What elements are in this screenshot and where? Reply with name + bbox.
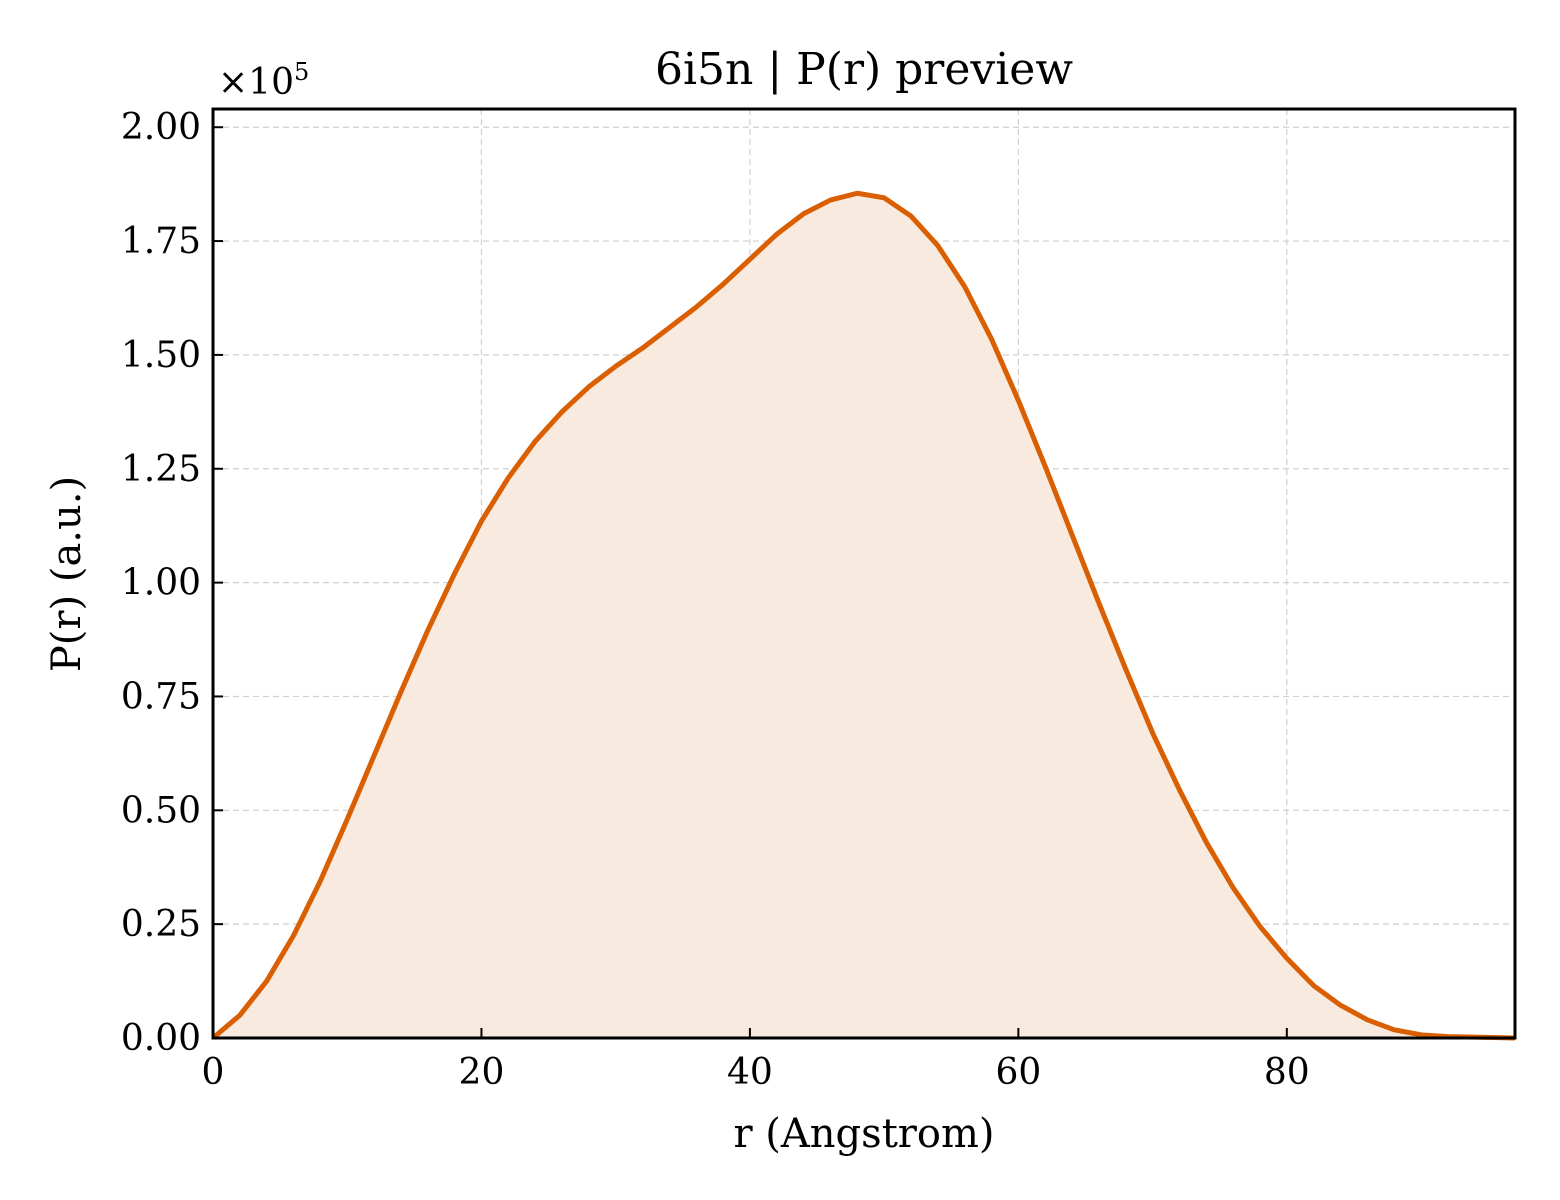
y-tick-label: 1.00: [121, 563, 201, 604]
y-tick-label: 1.75: [121, 221, 201, 262]
chart-title: 6i5n | P(r) preview: [655, 44, 1073, 95]
plot-frame: [211, 107, 1517, 1040]
x-axis-label: r (Angstrom): [733, 1111, 994, 1157]
x-tick-label: 80: [1264, 1052, 1310, 1093]
x-tick-label: 20: [459, 1052, 505, 1093]
svg-text:×105: ×105: [218, 58, 309, 103]
y-offset-text: ×105: [218, 58, 309, 103]
y-tick-label: 1.50: [121, 335, 201, 376]
y-tick-label: 2.00: [121, 107, 201, 148]
y-tick-label: 0.50: [121, 790, 201, 831]
area-fill: [213, 193, 1515, 1038]
y-tick-label: 0.25: [121, 904, 201, 945]
y-axis-label: P(r) (a.u.): [44, 476, 90, 672]
x-tick-label: 40: [727, 1052, 773, 1093]
y-offset-exponent: 5: [294, 58, 309, 86]
series-line: [211, 190, 1516, 1041]
y-tick-label: 1.25: [121, 449, 201, 490]
y-tick-label: 0.00: [121, 1018, 201, 1059]
x-tick-label: 0: [202, 1052, 225, 1093]
y-tick-label: 0.75: [121, 676, 201, 717]
y-offset-label: ×10: [218, 62, 294, 103]
x-tick-label: 60: [995, 1052, 1041, 1093]
